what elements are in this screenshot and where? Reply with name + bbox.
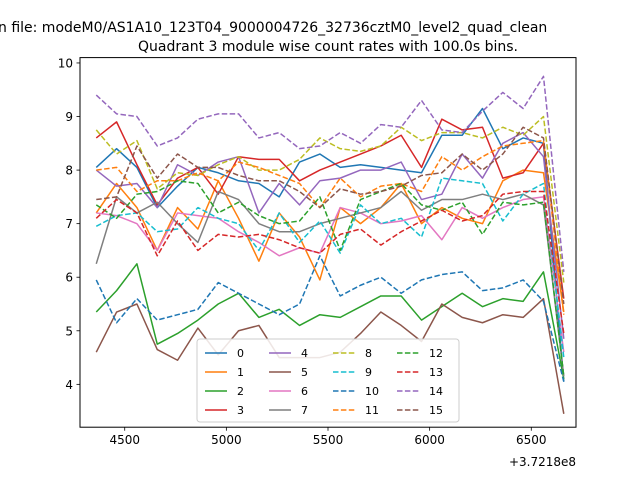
series-line-3 bbox=[95, 118, 565, 299]
series-line-7 bbox=[95, 190, 565, 377]
series-line-14 bbox=[95, 75, 565, 272]
series-line-0 bbox=[95, 107, 565, 382]
legend-label-14: 14 bbox=[429, 385, 443, 398]
x-axis: 4500 5000 5500 6000 6500 bbox=[109, 427, 547, 447]
x-tick-label: 6000 bbox=[414, 433, 445, 447]
series-line-8 bbox=[95, 115, 565, 283]
legend-label-4: 4 bbox=[301, 347, 308, 360]
series-line-12 bbox=[95, 180, 565, 377]
y-axis: 4 5 6 7 8 9 10 bbox=[58, 56, 80, 392]
legend-label-2: 2 bbox=[237, 385, 244, 398]
legend-label-0: 0 bbox=[237, 347, 244, 360]
series-line-13 bbox=[95, 190, 565, 334]
legend-label-10: 10 bbox=[365, 385, 379, 398]
x-tick-label: 5500 bbox=[313, 433, 344, 447]
series-line-2 bbox=[95, 263, 565, 380]
y-tick-label: 9 bbox=[65, 110, 73, 124]
series-line-11 bbox=[96, 139, 565, 315]
y-tick-label: 4 bbox=[65, 378, 73, 392]
file-suptitle: n file: modeM0/AS1A10_123T04_9000004726_… bbox=[0, 20, 547, 36]
legend-label-6: 6 bbox=[301, 385, 308, 398]
legend-label-1: 1 bbox=[237, 366, 244, 379]
legend-label-5: 5 bbox=[301, 366, 308, 379]
legend-label-8: 8 bbox=[365, 347, 372, 360]
legend-label-13: 13 bbox=[429, 366, 443, 379]
chart-title: Quadrant 3 module wise count rates with … bbox=[138, 39, 518, 55]
legend-label-15: 15 bbox=[429, 404, 443, 417]
y-tick-label: 10 bbox=[58, 56, 73, 70]
y-tick-label: 7 bbox=[65, 217, 73, 231]
series-line-9 bbox=[95, 177, 565, 358]
y-tick-label: 5 bbox=[65, 324, 73, 338]
x-tick-label: 4500 bbox=[109, 433, 140, 447]
legend-label-11: 11 bbox=[365, 404, 379, 417]
y-tick-label: 6 bbox=[65, 271, 73, 285]
series-line-10 bbox=[95, 255, 565, 382]
legend-label-3: 3 bbox=[237, 404, 244, 417]
x-tick-label: 6500 bbox=[516, 433, 547, 447]
x-tick-label: 5000 bbox=[211, 433, 242, 447]
y-tick-label: 8 bbox=[65, 164, 73, 178]
legend-label-7: 7 bbox=[301, 404, 308, 417]
legend-label-12: 12 bbox=[429, 347, 443, 360]
legend-label-9: 9 bbox=[365, 366, 372, 379]
series-line-4 bbox=[95, 131, 565, 339]
x-offset-label: +3.7218e8 bbox=[509, 455, 576, 469]
series-line-1 bbox=[95, 169, 565, 313]
legend-box bbox=[196, 338, 460, 423]
series-line-15 bbox=[96, 126, 565, 305]
